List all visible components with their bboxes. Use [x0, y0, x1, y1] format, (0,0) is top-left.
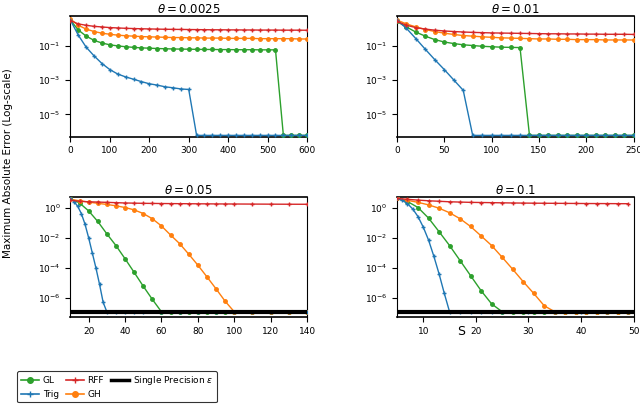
Title: $\theta = 0.01$: $\theta = 0.01$ [491, 3, 540, 16]
Title: $\theta = 0.05$: $\theta = 0.05$ [164, 184, 213, 197]
Text: Maximum Absolute Error (Log-scale): Maximum Absolute Error (Log-scale) [3, 68, 13, 258]
Text: S: S [457, 325, 465, 338]
Legend: GL, Trig, RFF, GH, Single Precision $\varepsilon$: GL, Trig, RFF, GH, Single Precision $\va… [17, 371, 217, 403]
Title: $\theta = 0.1$: $\theta = 0.1$ [495, 184, 536, 197]
Title: $\theta = 0.0025$: $\theta = 0.0025$ [157, 3, 221, 16]
